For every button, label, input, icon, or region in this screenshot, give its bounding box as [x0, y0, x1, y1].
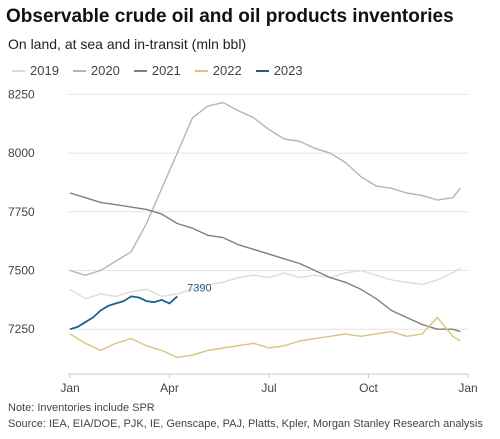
y-tick-label: 7250	[8, 322, 35, 336]
legend-label: 2023	[273, 63, 303, 78]
legend-item-2020: 2020	[72, 63, 120, 78]
legend-label: 2020	[90, 63, 120, 78]
legend-swatch	[255, 69, 269, 72]
y-tick-label: 7500	[8, 264, 35, 278]
series-line-2020	[69, 101, 461, 276]
legend-item-2023: 2023	[255, 63, 303, 78]
chart-legend: 2019 2020 2021 2022 2023	[12, 63, 303, 78]
series-line-2019	[69, 267, 461, 300]
x-tick-label: Oct	[359, 381, 378, 395]
x-tick-label: Jan	[458, 381, 477, 395]
x-tick-label: Jul	[261, 381, 276, 395]
chart-title: Observable crude oil and oil products in…	[6, 6, 454, 27]
chart-subtitle: On land, at sea and in-transit (mln bbl)	[8, 36, 247, 52]
legend-swatch	[194, 69, 208, 72]
legend-swatch	[72, 69, 86, 72]
legend-label: 2022	[212, 63, 242, 78]
series-line-2021	[69, 192, 461, 333]
footnote-note: Note: Inventories include SPR	[8, 402, 155, 414]
footnote-source: Source: IEA, EIA/DOE, PJK, IE, Genscape,…	[8, 418, 483, 430]
series-line-2022	[69, 316, 461, 359]
legend-item-2022: 2022	[194, 63, 242, 78]
legend-swatch	[133, 69, 147, 72]
x-tick-label: Apr	[160, 381, 179, 395]
x-tick-label: Jan	[60, 381, 79, 395]
series-line-2023	[69, 295, 178, 331]
annotation-label: 7390	[187, 282, 211, 294]
legend-label: 2019	[30, 63, 59, 78]
y-tick-label: 8000	[8, 146, 35, 160]
y-tick-label: 8250	[8, 87, 35, 101]
legend-label: 2021	[151, 63, 181, 78]
y-tick-label: 7750	[8, 205, 35, 219]
legend-item-2021: 2021	[133, 63, 181, 78]
legend-swatch	[12, 69, 25, 72]
legend-item-2019: 2019	[12, 63, 59, 78]
